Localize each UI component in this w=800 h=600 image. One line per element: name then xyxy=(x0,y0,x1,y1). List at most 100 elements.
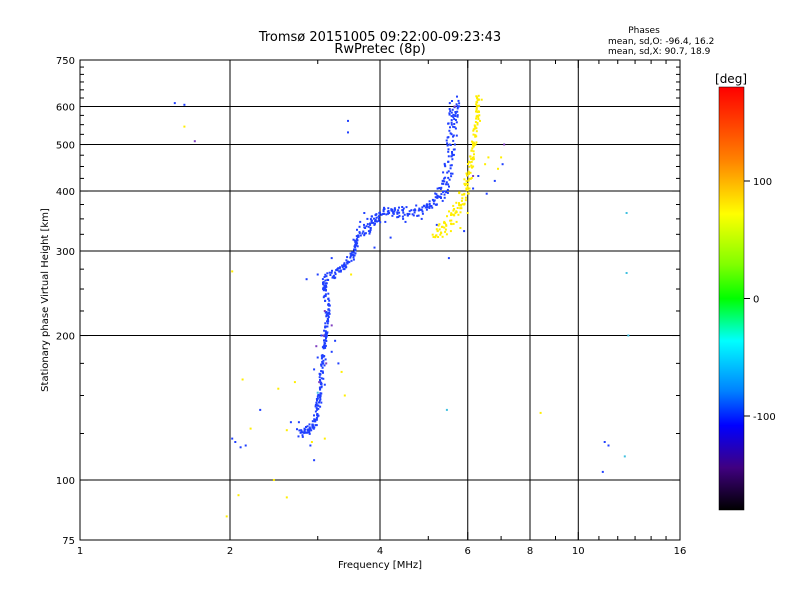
data-point xyxy=(346,256,349,259)
data-point xyxy=(321,360,324,363)
data-point xyxy=(451,158,454,161)
data-point xyxy=(450,164,453,167)
data-point xyxy=(316,397,319,400)
data-point xyxy=(314,424,317,427)
data-point xyxy=(450,111,453,114)
data-point xyxy=(411,213,414,216)
data-point xyxy=(441,179,444,182)
data-point xyxy=(456,105,459,108)
data-point xyxy=(319,394,322,397)
data-point xyxy=(459,227,462,229)
data-point xyxy=(475,110,477,113)
data-point xyxy=(418,207,421,210)
data-point xyxy=(449,230,452,233)
data-point xyxy=(322,288,325,290)
data-point xyxy=(340,370,343,373)
data-point xyxy=(330,257,333,260)
data-point xyxy=(434,192,437,195)
data-point xyxy=(450,222,452,225)
data-point xyxy=(456,110,459,113)
data-point xyxy=(330,350,333,353)
data-point xyxy=(436,196,439,199)
data-point xyxy=(322,286,325,289)
data-point xyxy=(472,158,475,161)
data-point xyxy=(319,398,322,401)
data-point xyxy=(310,429,313,432)
data-point xyxy=(337,267,340,270)
data-point xyxy=(449,219,452,222)
data-point xyxy=(298,429,301,432)
data-point xyxy=(325,282,328,285)
data-point xyxy=(346,261,349,264)
data-point xyxy=(285,429,288,432)
data-point xyxy=(434,196,437,199)
data-point xyxy=(349,256,352,259)
data-point xyxy=(457,213,460,216)
data-point xyxy=(173,102,176,105)
data-point xyxy=(412,214,415,217)
data-point xyxy=(351,251,354,254)
data-point xyxy=(404,220,407,223)
data-point xyxy=(300,429,303,432)
data-point xyxy=(472,150,475,153)
data-point xyxy=(318,401,320,404)
data-point xyxy=(438,228,441,231)
data-point xyxy=(450,123,453,126)
data-point xyxy=(442,171,445,174)
data-point xyxy=(413,211,416,214)
data-point xyxy=(323,437,326,440)
data-point xyxy=(323,345,326,348)
data-point xyxy=(465,187,468,190)
data-point xyxy=(452,148,455,151)
data-point xyxy=(428,200,431,203)
data-point xyxy=(466,185,469,188)
data-point xyxy=(398,214,401,217)
data-point xyxy=(456,114,459,117)
data-point xyxy=(308,432,311,435)
data-point xyxy=(308,426,311,429)
data-point xyxy=(468,165,471,168)
data-point xyxy=(324,325,327,328)
data-point xyxy=(421,212,424,215)
data-point xyxy=(306,431,309,434)
data-point xyxy=(355,240,358,243)
data-point xyxy=(607,444,610,447)
data-point xyxy=(471,140,473,143)
y-tick-labels: 75 100 200 300 400 500 600 750 xyxy=(56,56,75,547)
data-point xyxy=(363,226,366,229)
data-point xyxy=(322,362,325,365)
data-point xyxy=(396,216,399,219)
colorbar-gradient xyxy=(718,86,745,511)
data-point xyxy=(375,216,378,219)
data-point xyxy=(453,126,456,129)
data-point xyxy=(322,334,325,337)
data-point xyxy=(374,218,377,221)
y-tick-label: 100 xyxy=(56,476,75,487)
data-point xyxy=(301,435,304,438)
x-tick-label: 2 xyxy=(227,546,233,557)
data-point xyxy=(448,178,451,181)
data-point xyxy=(467,163,469,165)
data-point xyxy=(503,143,506,146)
data-point xyxy=(325,285,328,288)
data-point xyxy=(403,213,406,216)
data-point xyxy=(464,184,467,187)
chart-title: Tromsø 20151005 09:22:00-09:23:43 xyxy=(258,30,501,45)
data-point xyxy=(445,408,448,411)
data-point xyxy=(417,214,420,217)
data-point xyxy=(406,212,409,215)
data-point xyxy=(439,233,442,236)
data-point xyxy=(323,276,326,278)
data-point xyxy=(323,339,325,342)
data-point xyxy=(378,211,381,214)
data-point xyxy=(308,423,311,426)
data-point xyxy=(321,370,324,373)
data-point xyxy=(471,158,474,161)
data-point xyxy=(476,121,479,124)
y-tick-label: 75 xyxy=(62,536,75,547)
data-point xyxy=(306,425,309,428)
data-point xyxy=(452,209,455,212)
data-point xyxy=(449,167,452,170)
data-point xyxy=(317,404,320,407)
data-point xyxy=(472,156,475,159)
